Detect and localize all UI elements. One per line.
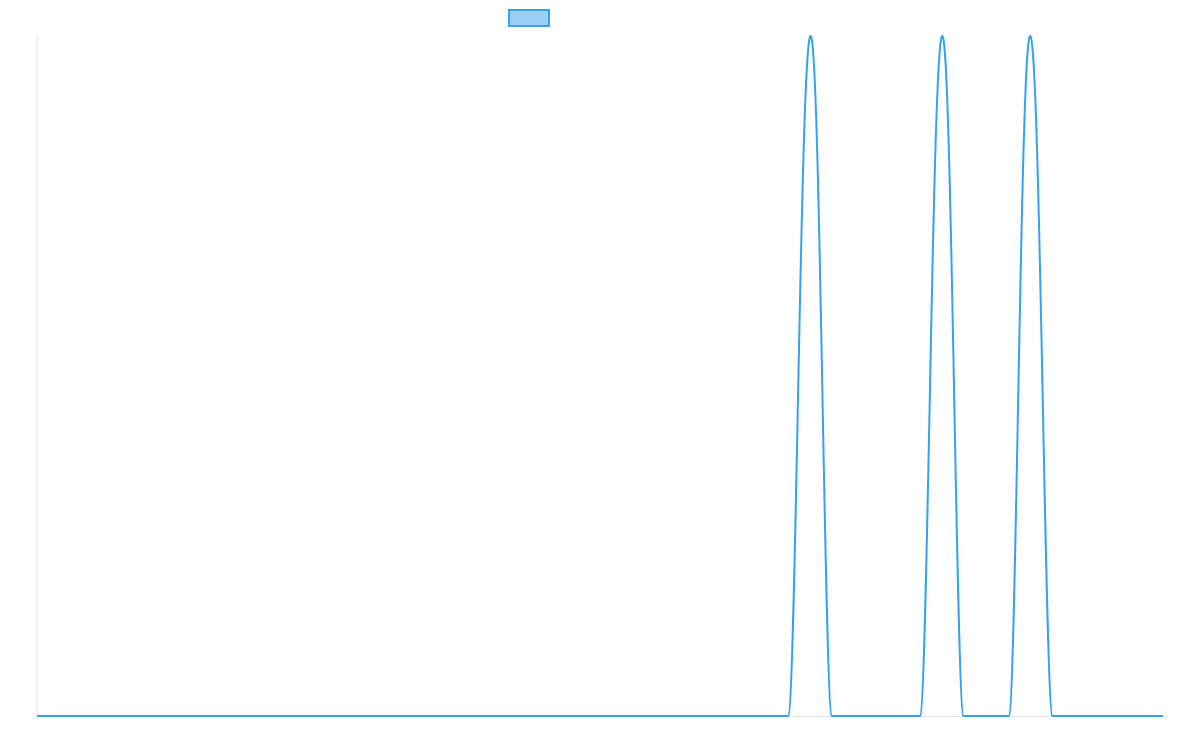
data-point[interactable]	[1005, 712, 1013, 720]
data-point[interactable]	[33, 712, 41, 720]
data-point[interactable]	[784, 712, 792, 720]
data-point[interactable]	[1026, 32, 1034, 40]
data-point[interactable]	[916, 712, 924, 720]
data-point[interactable]	[807, 32, 815, 40]
series-layer	[33, 32, 1167, 720]
data-point[interactable]	[960, 712, 968, 720]
legend-swatch[interactable]	[508, 9, 550, 27]
data-point[interactable]	[938, 32, 946, 40]
data-point[interactable]	[1159, 712, 1167, 720]
data-point[interactable]	[828, 712, 836, 720]
series-line	[37, 35, 1163, 717]
data-point[interactable]	[1049, 712, 1057, 720]
legend[interactable]	[508, 9, 558, 27]
